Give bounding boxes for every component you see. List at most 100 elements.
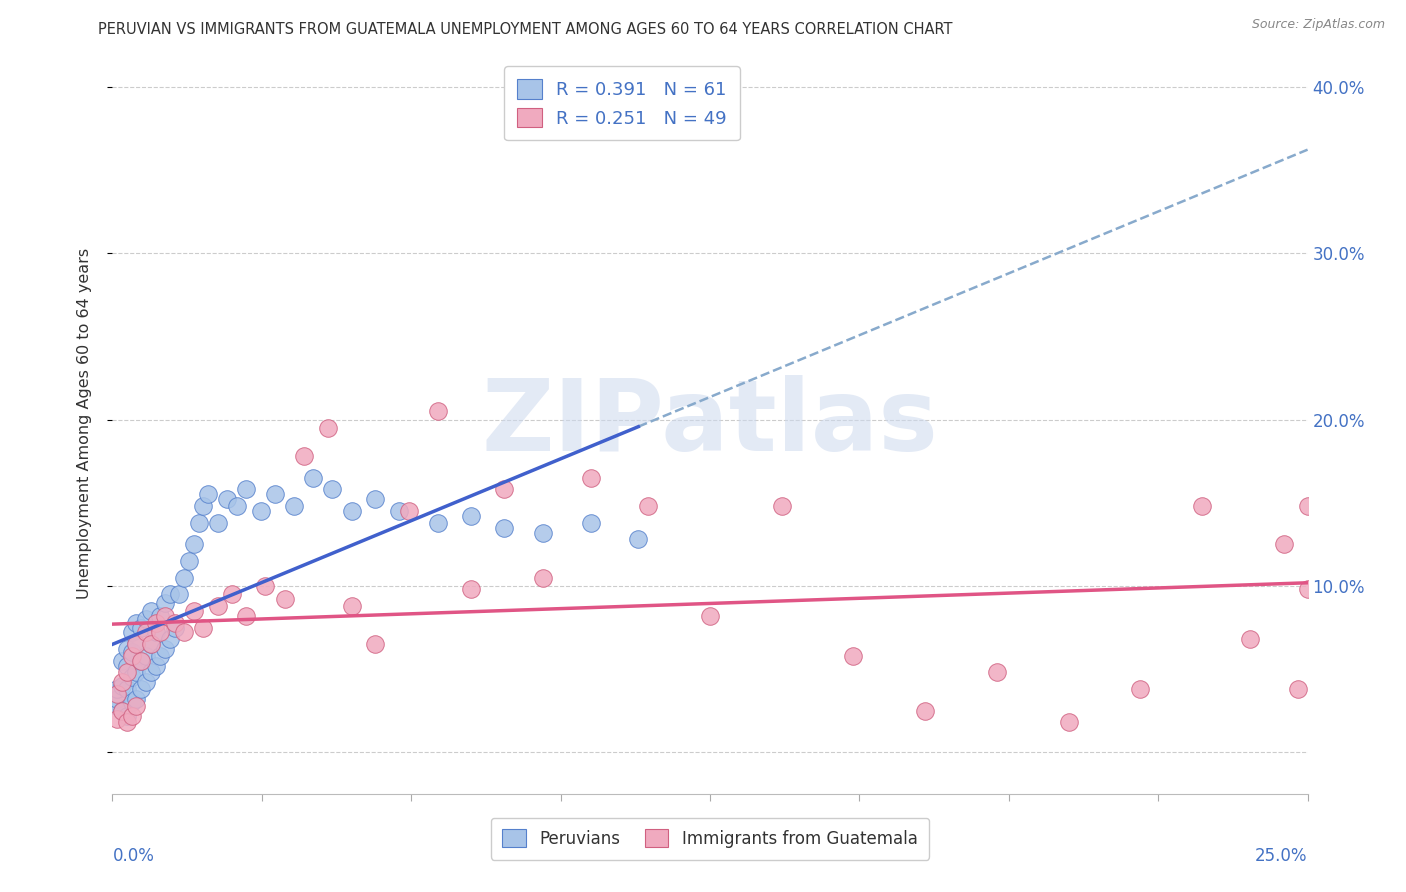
Point xyxy=(121,670,143,684)
Point xyxy=(273,592,295,607)
Point xyxy=(153,596,176,610)
Point xyxy=(111,679,134,693)
Point xyxy=(153,608,176,623)
Point xyxy=(1286,681,1309,696)
Point xyxy=(169,587,191,601)
Legend: Peruvians, Immigrants from Guatemala: Peruvians, Immigrants from Guatemala xyxy=(491,818,929,860)
Point xyxy=(187,516,209,530)
Point xyxy=(1239,632,1261,647)
Point xyxy=(115,665,138,680)
Point xyxy=(531,525,554,540)
Point xyxy=(207,516,229,530)
Point xyxy=(121,695,143,709)
Point xyxy=(426,516,449,530)
Point xyxy=(121,648,143,663)
Point xyxy=(579,516,602,530)
Point xyxy=(129,681,152,696)
Point xyxy=(292,449,315,463)
Point xyxy=(111,704,134,718)
Point xyxy=(135,625,157,640)
Point xyxy=(145,658,167,673)
Point xyxy=(770,499,793,513)
Point xyxy=(125,698,148,713)
Point xyxy=(105,687,128,701)
Point xyxy=(627,533,650,547)
Point xyxy=(105,712,128,726)
Point xyxy=(1272,537,1295,551)
Point xyxy=(225,499,247,513)
Point xyxy=(135,675,157,690)
Point xyxy=(302,471,325,485)
Point xyxy=(1129,681,1152,696)
Point xyxy=(105,692,128,706)
Point xyxy=(129,620,152,634)
Point xyxy=(316,421,339,435)
Point xyxy=(1296,499,1319,513)
Point xyxy=(460,509,482,524)
Point xyxy=(115,708,138,723)
Point xyxy=(145,625,167,640)
Point xyxy=(183,537,205,551)
Point xyxy=(637,499,659,513)
Point xyxy=(121,645,143,659)
Point xyxy=(531,571,554,585)
Point xyxy=(105,681,128,696)
Point xyxy=(699,608,721,623)
Point xyxy=(115,658,138,673)
Point xyxy=(129,654,152,668)
Point xyxy=(914,704,936,718)
Point xyxy=(1191,499,1213,513)
Point xyxy=(264,487,287,501)
Point xyxy=(283,499,305,513)
Text: 25.0%: 25.0% xyxy=(1256,847,1308,865)
Point xyxy=(115,681,138,696)
Point xyxy=(149,608,172,623)
Point xyxy=(235,483,257,497)
Point xyxy=(842,648,865,663)
Point xyxy=(494,521,516,535)
Text: 0.0%: 0.0% xyxy=(112,847,155,865)
Point xyxy=(139,665,162,680)
Point xyxy=(460,582,482,597)
Point xyxy=(217,492,239,507)
Point xyxy=(340,599,363,613)
Point xyxy=(235,608,257,623)
Point xyxy=(986,665,1008,680)
Point xyxy=(193,499,215,513)
Point xyxy=(1057,715,1080,730)
Point xyxy=(159,587,181,601)
Text: PERUVIAN VS IMMIGRANTS FROM GUATEMALA UNEMPLOYMENT AMONG AGES 60 TO 64 YEARS COR: PERUVIAN VS IMMIGRANTS FROM GUATEMALA UN… xyxy=(98,22,953,37)
Point xyxy=(111,654,134,668)
Text: ZIPatlas: ZIPatlas xyxy=(482,376,938,472)
Point xyxy=(145,615,167,630)
Point xyxy=(111,704,134,718)
Point xyxy=(221,587,243,601)
Point xyxy=(163,615,186,630)
Point xyxy=(149,648,172,663)
Point xyxy=(111,675,134,690)
Point xyxy=(364,492,387,507)
Point xyxy=(153,642,176,657)
Point xyxy=(173,625,195,640)
Point xyxy=(121,708,143,723)
Point xyxy=(129,654,152,668)
Point xyxy=(364,637,387,651)
Point xyxy=(426,404,449,418)
Point xyxy=(125,637,148,651)
Point xyxy=(1296,582,1319,597)
Point xyxy=(125,665,148,680)
Point xyxy=(207,599,229,613)
Text: Source: ZipAtlas.com: Source: ZipAtlas.com xyxy=(1251,18,1385,31)
Point xyxy=(193,620,215,634)
Point xyxy=(183,604,205,618)
Point xyxy=(105,698,128,713)
Point xyxy=(494,483,516,497)
Point xyxy=(163,620,186,634)
Point xyxy=(149,625,172,640)
Point xyxy=(254,579,277,593)
Point xyxy=(115,642,138,657)
Point xyxy=(139,637,162,651)
Point xyxy=(388,504,411,518)
Y-axis label: Unemployment Among Ages 60 to 64 years: Unemployment Among Ages 60 to 64 years xyxy=(77,248,91,599)
Point xyxy=(121,625,143,640)
